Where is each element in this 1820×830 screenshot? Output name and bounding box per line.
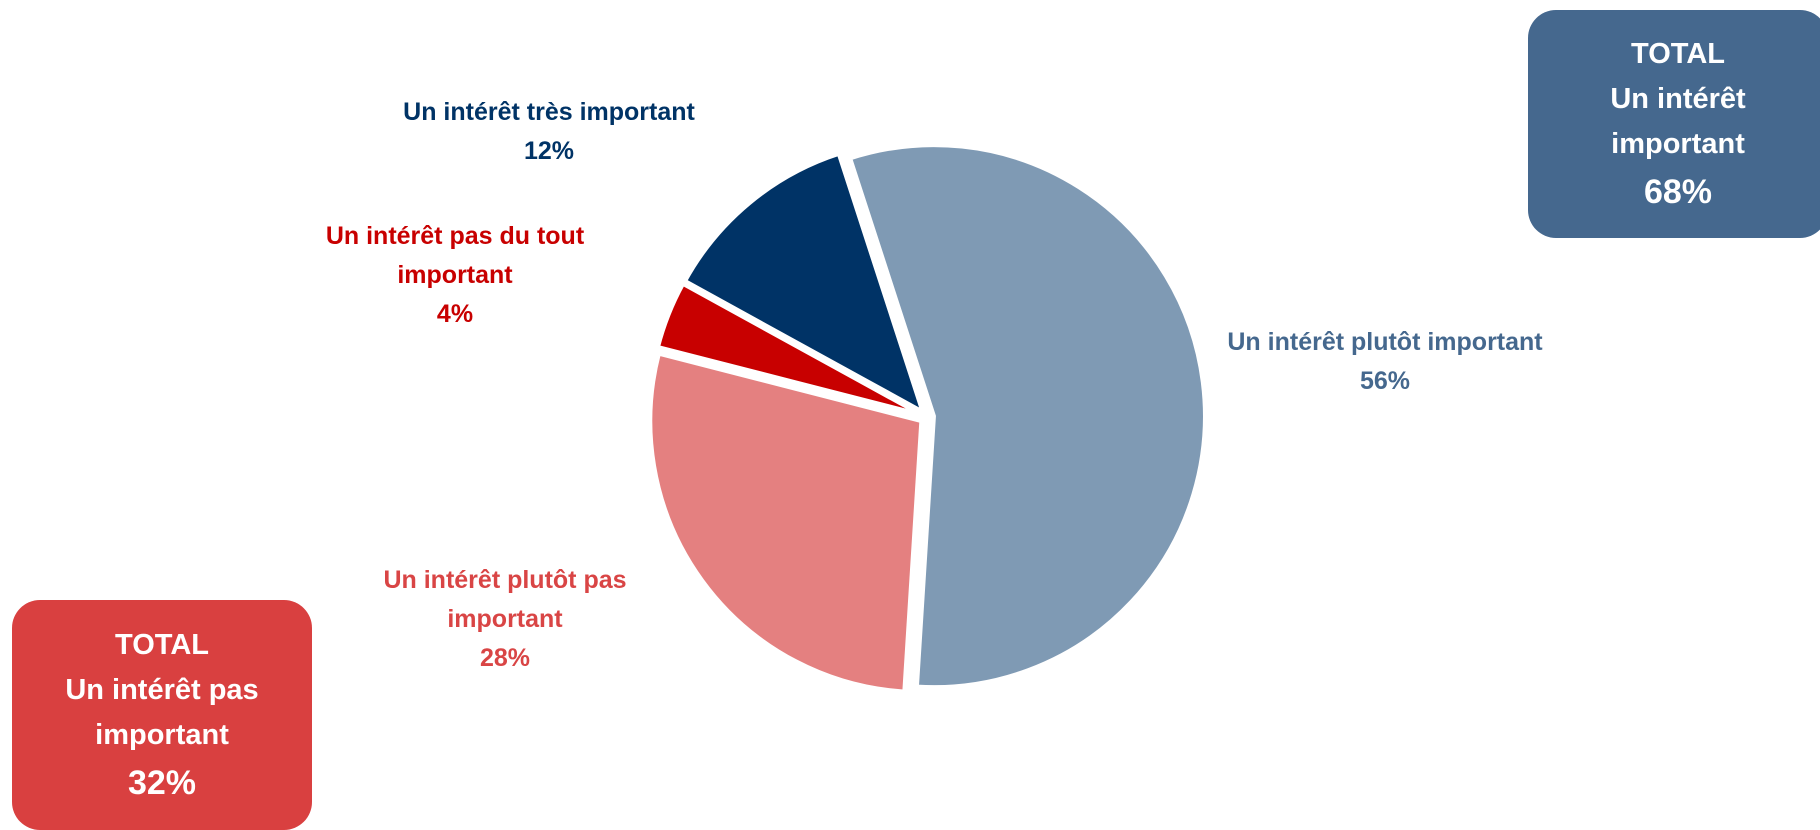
slice-name-label: important [397, 261, 513, 289]
slice-name-label: Un intérêt plutôt pas [383, 566, 626, 594]
pie-slice-3 [682, 151, 927, 416]
pie-slice-0 [847, 143, 1207, 690]
total-positive-line1: Un intérêt [1610, 82, 1746, 115]
slice-name-label: Un intérêt très important [403, 98, 695, 126]
total-positive-line2: important [1611, 127, 1745, 160]
total-negative-box: TOTAL Un intérêt pas important 32% [12, 600, 312, 830]
slice-value-label: 28% [480, 644, 530, 672]
slice-name-label: Un intérêt plutôt important [1227, 328, 1543, 356]
total-negative-line2: important [95, 718, 229, 751]
pie-slice-2 [655, 281, 922, 417]
slice-value-label: 12% [524, 137, 574, 165]
slice-label-3: Un intérêt très important 12% [403, 98, 695, 165]
total-negative-line1: Un intérêt pas [65, 673, 259, 706]
total-positive-value: 68% [1643, 172, 1713, 211]
slice-name-label: Un intérêt pas du tout [326, 222, 585, 250]
slice-label-2: Un intérêt pas du tout important 4% [326, 222, 585, 328]
pie-slice-1 [648, 351, 924, 694]
slice-label-0: Un intérêt plutôt important 56% [1227, 328, 1543, 395]
slice-value-label: 56% [1360, 367, 1410, 395]
total-positive-box: TOTAL Un intérêt important 68% [1528, 10, 1820, 238]
total-negative-heading: TOTAL [115, 628, 209, 661]
total-positive-heading: TOTAL [1631, 37, 1725, 70]
slice-name-label: important [447, 605, 563, 633]
slice-value-label: 4% [437, 300, 473, 328]
total-negative-value: 32% [127, 763, 197, 802]
slice-label-1: Un intérêt plutôt pas important 28% [383, 566, 626, 672]
